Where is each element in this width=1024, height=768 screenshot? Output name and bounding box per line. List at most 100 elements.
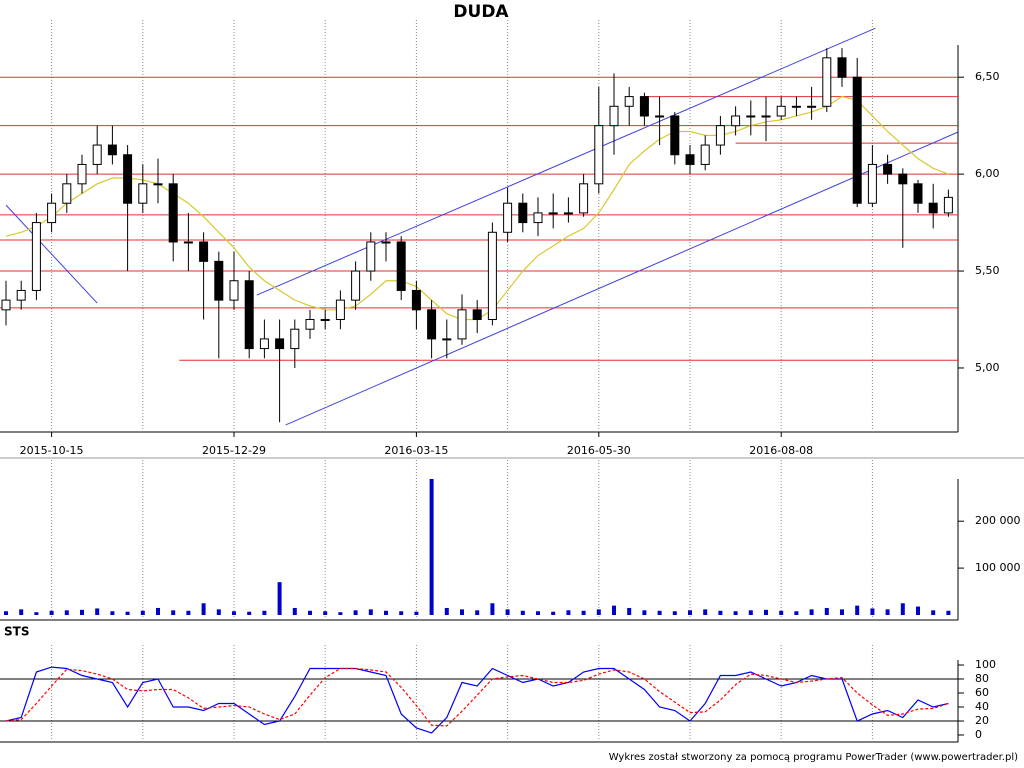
volume-bar bbox=[794, 611, 799, 615]
candle-body bbox=[411, 289, 421, 311]
candle-body bbox=[852, 76, 862, 204]
volume-bar bbox=[262, 610, 267, 615]
candle-body bbox=[776, 105, 786, 117]
candle-body bbox=[305, 319, 315, 330]
y-tick-label: 40 bbox=[975, 700, 989, 713]
volume-bar bbox=[748, 610, 753, 615]
candle-body bbox=[199, 241, 209, 262]
volume-bar bbox=[612, 605, 616, 615]
sts-line bbox=[5, 666, 949, 734]
candle-body bbox=[518, 202, 528, 224]
volume-bar bbox=[916, 606, 920, 615]
volume-bar bbox=[414, 611, 419, 615]
volume-bar bbox=[95, 608, 100, 615]
volume-bar bbox=[551, 611, 556, 615]
volume-bar bbox=[201, 603, 206, 615]
volume-bar bbox=[247, 611, 252, 615]
volume-bar bbox=[232, 611, 236, 615]
volume-bar bbox=[824, 607, 829, 615]
candle-body bbox=[427, 309, 437, 340]
candle-body bbox=[244, 280, 254, 350]
candle-body bbox=[107, 144, 117, 156]
volume-bar bbox=[4, 611, 8, 615]
candle-body bbox=[214, 260, 224, 301]
volume-bar bbox=[870, 608, 875, 615]
candle-body bbox=[123, 154, 133, 204]
volume-bar bbox=[156, 607, 160, 615]
candle-body bbox=[822, 57, 832, 107]
volume-bar bbox=[642, 610, 647, 615]
volume-bar bbox=[581, 610, 586, 615]
candle-body bbox=[472, 309, 482, 321]
candle-body bbox=[62, 183, 72, 204]
candle-body bbox=[290, 328, 300, 350]
candle-body bbox=[153, 183, 163, 186]
volume-bar bbox=[566, 610, 571, 615]
y-tick-label: 100 000 bbox=[975, 561, 1021, 574]
volume-bar bbox=[64, 610, 69, 615]
candle-body bbox=[259, 338, 269, 350]
sts-line bbox=[5, 667, 949, 727]
candle-body bbox=[746, 115, 756, 118]
candle-body bbox=[700, 144, 710, 165]
volume-bar bbox=[125, 611, 130, 615]
panel-title: STS bbox=[4, 625, 29, 639]
candle-body bbox=[715, 125, 725, 146]
candle-body bbox=[609, 105, 619, 127]
candle-body bbox=[579, 183, 589, 214]
volume-bar bbox=[308, 610, 312, 615]
candle-body bbox=[381, 241, 391, 244]
x-tick-label: 2016-08-08 bbox=[749, 444, 813, 457]
y-tick-label: 5,50 bbox=[975, 264, 1000, 277]
candle-body bbox=[503, 202, 513, 233]
volume-bar bbox=[216, 609, 221, 615]
volume-bar bbox=[353, 610, 358, 615]
candle-body bbox=[563, 212, 573, 215]
volume-bar bbox=[688, 610, 692, 615]
volume-bar bbox=[672, 611, 677, 615]
candle-body bbox=[867, 163, 877, 204]
volume-bar bbox=[840, 609, 844, 615]
volume-bar bbox=[368, 609, 373, 615]
candle-body bbox=[655, 115, 665, 118]
y-tick-label: 60 bbox=[975, 686, 989, 699]
trend-line bbox=[256, 27, 876, 296]
y-tick-label: 6,00 bbox=[975, 167, 1000, 180]
y-tick-label: 80 bbox=[975, 672, 989, 685]
candle-body bbox=[77, 163, 87, 185]
footer: Wykres został stworzony za pomocą progra… bbox=[609, 752, 1018, 763]
y-tick-label: 20 bbox=[975, 714, 989, 727]
y-tick-label: 5,00 bbox=[975, 361, 1000, 374]
volume-bar bbox=[931, 610, 936, 615]
candle-body bbox=[320, 319, 330, 322]
candle-body bbox=[883, 163, 893, 175]
volume-bar bbox=[19, 609, 24, 615]
candle-body bbox=[335, 299, 345, 321]
volume-bar bbox=[855, 605, 860, 615]
volume-bar bbox=[460, 609, 464, 615]
candle-body bbox=[928, 202, 938, 214]
volume-bar bbox=[490, 603, 495, 615]
candle-body bbox=[594, 125, 604, 185]
candle-body bbox=[366, 241, 376, 272]
volume-bar bbox=[733, 611, 738, 615]
volume-bar bbox=[80, 609, 84, 615]
candle-body bbox=[168, 183, 178, 243]
chart-title: DUDA bbox=[453, 2, 509, 22]
volume-bar bbox=[34, 612, 39, 615]
volume-bar bbox=[384, 610, 388, 615]
volume-bar bbox=[323, 611, 328, 615]
candle-body bbox=[92, 144, 102, 165]
candle-body bbox=[351, 270, 361, 301]
x-tick-label: 2015-10-15 bbox=[20, 444, 84, 457]
candle-body bbox=[761, 115, 771, 118]
volume-bar bbox=[900, 603, 905, 615]
volume-bar bbox=[292, 607, 297, 615]
candle-body bbox=[1, 299, 11, 311]
x-tick-label: 2015-12-29 bbox=[202, 444, 266, 457]
candle-body bbox=[791, 105, 801, 108]
volume-bar bbox=[171, 610, 176, 615]
candle-body bbox=[685, 154, 695, 165]
